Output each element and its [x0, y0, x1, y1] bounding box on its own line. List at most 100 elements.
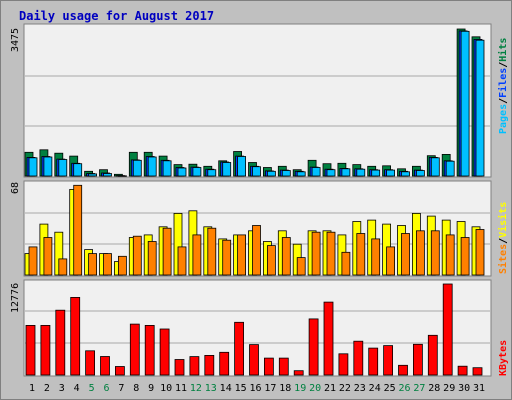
x-tick-label: 17: [264, 383, 276, 394]
kbytes-bar: [308, 318, 319, 376]
sites-bar: [371, 238, 381, 276]
sites-bar: [103, 253, 112, 276]
pages-bar: [28, 157, 38, 177]
x-tick-label: 21: [324, 383, 336, 394]
x-tick-label: 10: [160, 383, 172, 394]
x-tick-label: 14: [220, 383, 232, 394]
pages-bar: [162, 160, 172, 177]
bottom-max-label: 12776: [10, 283, 21, 313]
sites-bar: [207, 227, 217, 276]
pages-bar: [266, 170, 276, 177]
x-tick-label: 2: [44, 383, 50, 394]
x-tick-label: 27: [413, 383, 425, 394]
pages-bar: [88, 173, 97, 177]
legend-sep-1: /: [498, 98, 509, 104]
x-axis-labels: 1 2 3 4 5 6 7 8 9 10 11 12 13 14 15 16 17 18 19 20 21 22 23 24 2…: [29, 383, 485, 394]
pages-bar: [222, 162, 232, 177]
sites-bar: [252, 225, 261, 276]
pages-bar: [415, 170, 425, 177]
sites-bar: [28, 246, 38, 276]
sites-bar: [162, 227, 172, 276]
legend-sep-3: /: [498, 238, 509, 244]
pages-bar: [103, 173, 112, 177]
pages-bar: [371, 169, 381, 177]
panel-top: [23, 23, 492, 178]
legend-sites: Sites: [497, 244, 509, 274]
pages-bar: [237, 156, 247, 177]
kbytes-bar: [189, 356, 200, 376]
kbytes-bar: [100, 356, 110, 376]
kbytes-bar: [323, 301, 334, 376]
sites-bar: [460, 237, 470, 276]
kbytes-bar: [249, 344, 259, 376]
pages-bar: [43, 156, 53, 177]
sites-bar: [356, 233, 366, 276]
chart-title: Daily usage for August 2017: [19, 9, 214, 23]
sites-bar: [192, 234, 202, 276]
top-max-label: 3475: [10, 28, 21, 52]
legend-visits: Visits: [497, 202, 509, 238]
kbytes-bar: [85, 350, 95, 376]
pages-bar: [58, 159, 68, 177]
pages-bar: [356, 168, 366, 177]
pages-bar: [445, 160, 455, 177]
bars-middle: [24, 184, 485, 276]
kbytes-bar: [263, 357, 274, 376]
kbytes-bar: [174, 359, 185, 376]
kbytes-bar: [368, 347, 379, 376]
x-tick-label: 29: [443, 383, 455, 394]
kbytes-bar: [70, 296, 81, 376]
pages-bar: [252, 166, 261, 177]
x-tick-label: 19: [294, 383, 306, 394]
bars-bottom: [25, 283, 483, 376]
sites-bar: [58, 258, 68, 276]
kbytes-bar: [55, 309, 66, 376]
middle-max-label: 68: [10, 182, 21, 194]
sites-bar: [415, 230, 425, 276]
kbytes-bar: [115, 366, 125, 376]
gridlines-top: [25, 75, 490, 127]
pages-bar: [118, 175, 127, 177]
kbytes-bar: [472, 367, 483, 376]
bars-top: [24, 28, 485, 177]
kbytes-bar: [204, 354, 215, 376]
pages-bar: [341, 168, 351, 177]
x-tick-label: 24: [369, 383, 381, 394]
pages-bar: [207, 169, 217, 177]
x-tick-label: 7: [118, 383, 124, 394]
pages-bar: [326, 169, 336, 177]
x-tick-label: 8: [133, 383, 139, 394]
x-tick-label: 30: [458, 383, 470, 394]
kbytes-bar: [129, 323, 140, 376]
kbytes-bar: [427, 334, 438, 376]
x-tick-label: 13: [205, 383, 217, 394]
legend-kbytes: KBytes: [498, 340, 509, 376]
pages-bar: [460, 30, 470, 177]
kbytes-bar: [383, 345, 394, 376]
sites-bar: [296, 257, 306, 276]
legend-hits: Hits: [497, 38, 509, 62]
pages-bar: [177, 167, 187, 177]
x-tick-label: 3: [59, 383, 65, 394]
x-tick-label: 28: [428, 383, 440, 394]
sites-bar: [177, 246, 187, 276]
sites-bar: [266, 245, 276, 276]
x-tick-label: 9: [148, 383, 154, 394]
sites-bar: [132, 235, 142, 276]
pages-bar: [311, 167, 321, 177]
middle-legend: Sites/Visits: [497, 202, 509, 274]
x-tick-label: 22: [339, 383, 351, 394]
kbytes-bar: [398, 364, 408, 376]
top-legend: Pages/Files/Hits: [497, 38, 509, 134]
pages-bar: [475, 39, 485, 177]
sites-bar: [401, 233, 410, 276]
bottom-legend: KBytes: [498, 340, 509, 376]
sites-bar: [43, 237, 53, 276]
kbytes-bar: [25, 324, 36, 376]
x-tick-label: 15: [235, 383, 247, 394]
pages-bar: [281, 170, 291, 177]
x-tick-label: 6: [103, 383, 109, 394]
x-tick-label: 4: [74, 383, 80, 394]
gridlines-bottom: [25, 310, 490, 344]
kbytes-bar: [234, 321, 245, 376]
